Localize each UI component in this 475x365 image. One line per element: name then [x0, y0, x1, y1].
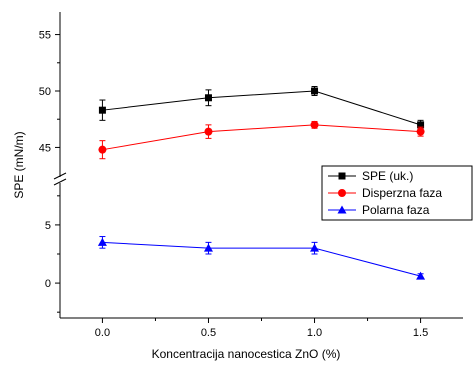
data-point [310, 243, 320, 252]
data-point [416, 127, 425, 136]
series-layer [97, 85, 426, 280]
data-point [310, 120, 319, 129]
y-tick-label: 45 [39, 142, 51, 154]
data-point [98, 145, 107, 154]
legend-label: SPE (uk.) [362, 169, 413, 183]
data-point [337, 205, 347, 214]
data-point [338, 189, 346, 197]
legend-label: Disperzna faza [362, 186, 442, 200]
x-tick-label: 0.5 [201, 327, 216, 339]
legend: SPE (uk.) Disperzna faza Polarna faza [321, 165, 473, 221]
x-tick-label: 1.5 [413, 327, 428, 339]
series-1 [98, 85, 425, 130]
data-point [204, 127, 213, 136]
data-point [203, 243, 213, 252]
series-2 [98, 120, 425, 160]
axis-break-mark [53, 172, 67, 180]
y-tick-label: 50 [39, 86, 51, 98]
legend-label: Polarna faza [362, 203, 430, 217]
legend-item: Polarna faza [328, 203, 430, 217]
x-tick-label: 0.0 [95, 327, 110, 339]
axis-ticks: 0.0 0.5 1.0 1.5 45 50 55 0 5 [39, 30, 428, 339]
data-point [417, 121, 425, 129]
legend-item: SPE (uk.) [328, 169, 413, 183]
legend-item: Disperzna faza [328, 186, 442, 200]
data-point [311, 87, 319, 95]
data-point [97, 237, 107, 246]
data-point [338, 172, 346, 180]
series-line [102, 241, 421, 277]
y-tick-label: 5 [45, 220, 51, 232]
data-point [416, 271, 426, 280]
y-tick-label: 0 [45, 278, 51, 290]
series-3 [97, 236, 426, 280]
data-point [98, 106, 106, 114]
y-axis-label: SPE (mN/m) [12, 131, 26, 198]
series-line [102, 90, 421, 126]
plot-frame [53, 12, 463, 319]
data-point [204, 94, 212, 102]
x-axis-label: Koncentracija nanocestica ZnO (%) [152, 347, 341, 361]
axis-break-mark [53, 178, 67, 186]
series-line [102, 124, 421, 151]
x-tick-label: 1.0 [307, 327, 322, 339]
y-tick-label: 55 [39, 30, 51, 42]
